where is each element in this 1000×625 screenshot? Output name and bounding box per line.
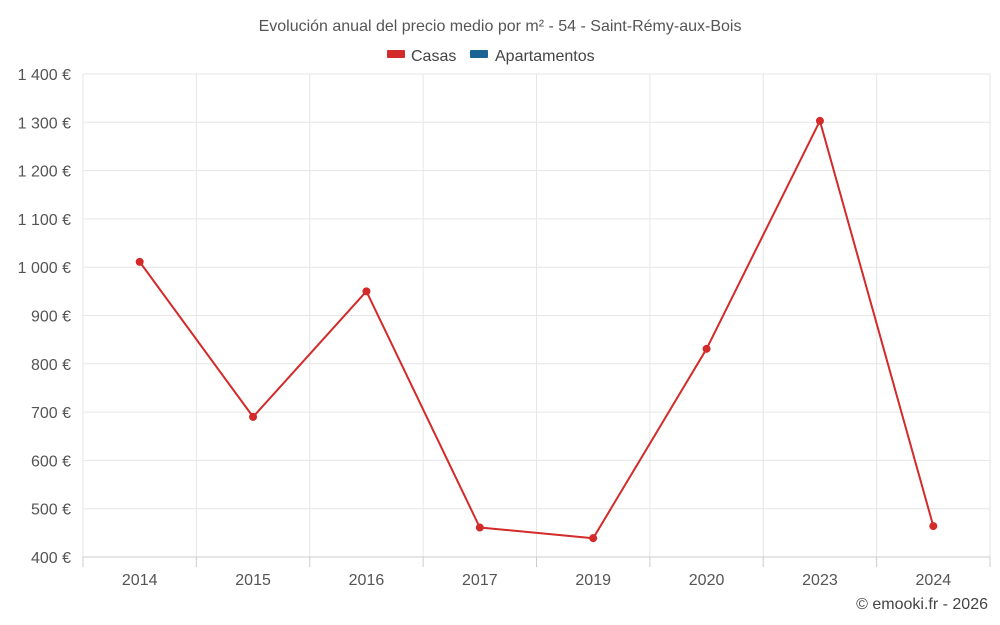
series-casas [135,116,938,543]
legend-label-casas[interactable]: Casas [411,48,456,65]
x-tick-label: 2020 [689,572,725,589]
data-point[interactable] [929,522,938,531]
data-point[interactable] [589,534,598,543]
x-tick-label: 2019 [575,572,611,589]
data-point[interactable] [135,257,144,266]
data-point[interactable] [475,523,484,532]
data-point[interactable] [249,412,258,421]
y-tick-label: 1 000 € [18,260,71,277]
y-tick-label: 600 € [31,453,71,470]
grid [82,73,991,557]
y-tick-label: 800 € [31,357,71,374]
x-tick-label: 2016 [349,572,385,589]
x-axis: 2014 2015 2016 2017 2019 2020 2023 2024 [82,556,991,589]
x-tick-label: 2015 [235,572,271,589]
series-line-casas [138,119,935,540]
y-tick-label: 500 € [31,502,71,519]
legend-label-apartamentos[interactable]: Apartamentos [495,48,595,65]
y-tick-label: 1 100 € [18,212,71,229]
credit-text: © emooki.fr - 2026 [856,596,988,613]
chart-title: Evolución anual del precio medio por m² … [259,18,742,35]
y-tick-label: 1 200 € [18,164,71,181]
legend-swatch-apartamentos[interactable] [470,50,488,58]
x-tick-label: 2023 [802,572,838,589]
y-tick-label: 1 300 € [18,115,71,132]
y-axis: 400 € 500 € 600 € 700 € 800 € 900 € 1 000 € 1 1… [18,67,71,567]
x-tick-label: 2014 [122,572,158,589]
y-tick-label: 400 € [31,550,71,567]
x-tick-label: 2017 [462,572,498,589]
data-point[interactable] [702,344,711,353]
chart-legend: Casas Apartamentos [387,48,595,65]
y-tick-label: 900 € [31,309,71,326]
legend-swatch-casas[interactable] [387,50,405,58]
y-tick-label: 700 € [31,405,71,422]
data-point[interactable] [362,287,371,296]
y-tick-label: 1 400 € [18,67,71,84]
data-point[interactable] [815,116,824,125]
x-tick-label: 2024 [916,572,952,589]
